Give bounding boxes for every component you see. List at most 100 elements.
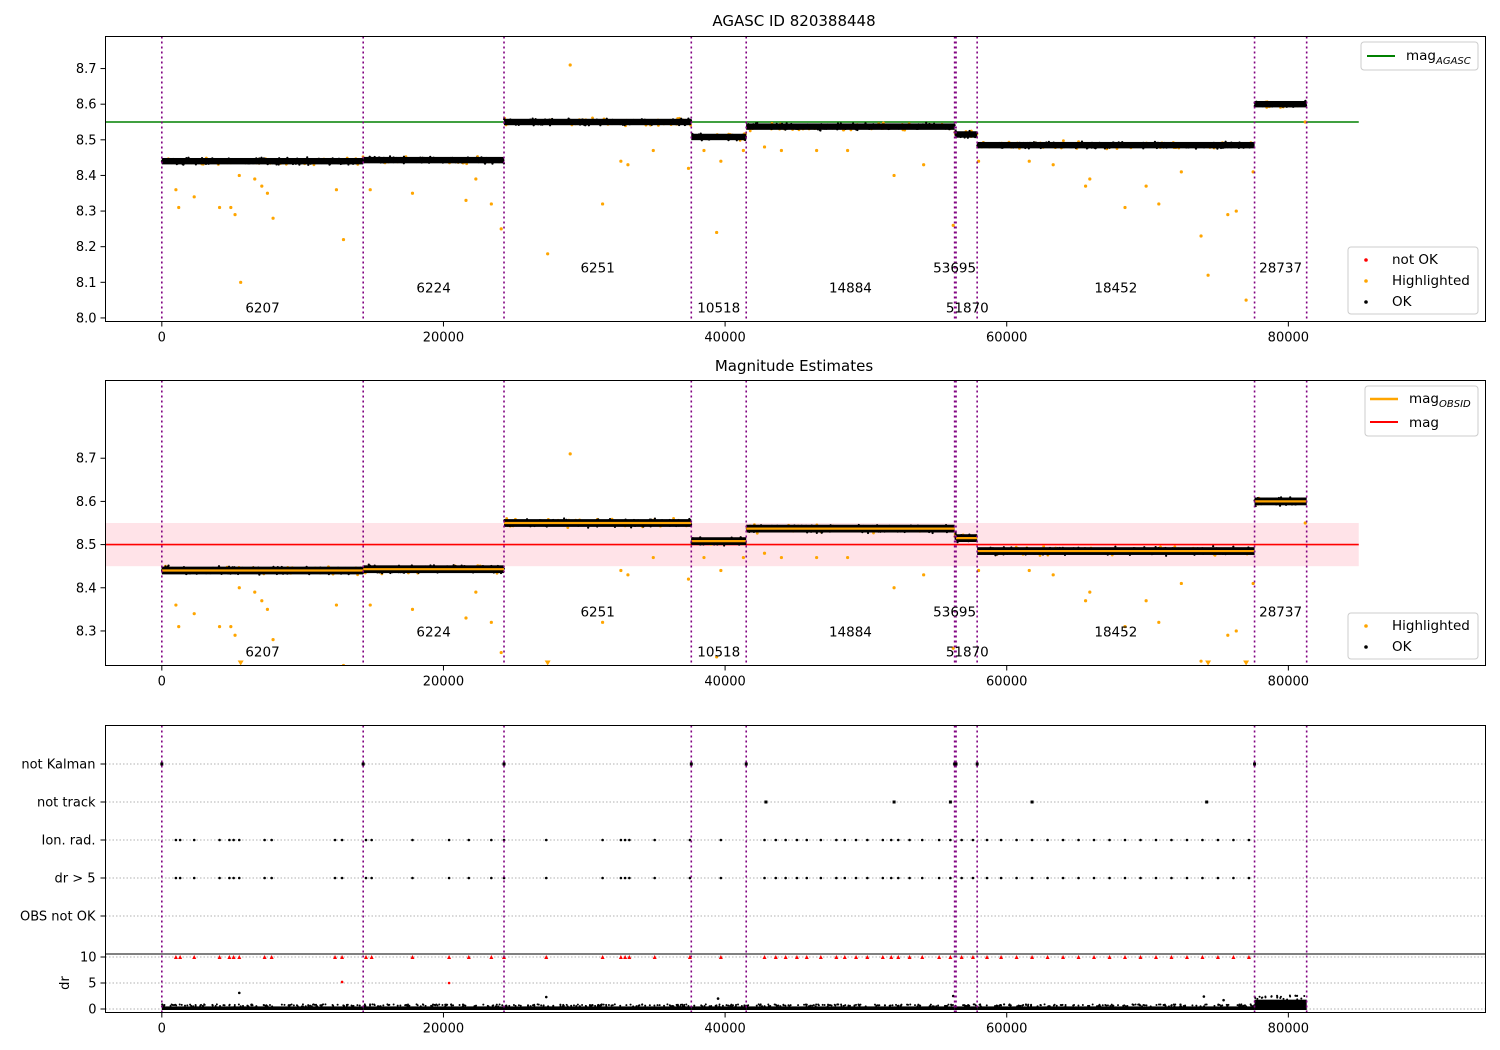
ok-point [761,126,764,130]
ok-point [903,530,906,534]
ok-point [599,120,603,123]
ok-point [1224,553,1227,556]
ok-point [973,131,976,134]
ok-point [417,571,420,574]
ok-point [561,119,564,122]
highlighted-point [762,551,767,555]
ok-point [272,565,275,568]
highlighted-point [951,223,955,227]
ok-point [417,158,420,161]
ok-point [817,529,820,532]
ok-point [1114,545,1117,548]
ok-point [538,119,542,122]
ok-point [441,161,444,164]
ok-point [871,524,874,528]
highlighted-point [368,603,372,607]
ok-point [790,529,793,532]
magnitude-panel: Magnitude Estimates 62076224625110518148… [76,357,1486,690]
ok-point [1224,140,1227,143]
ok-point [234,572,237,575]
highlighted-point [499,650,503,655]
ok-point [1188,143,1192,146]
ok-point [1063,553,1067,557]
ok-point [1037,143,1040,146]
ok-point [913,124,916,127]
highlighted-point [239,280,243,284]
ok-point [1153,551,1156,555]
ok-point [907,529,910,532]
highlighted-point [489,202,493,206]
ok-point [307,160,310,164]
ok-point [741,136,744,140]
highlighted-point [715,230,719,235]
ok-point [1109,143,1112,146]
ok-point [804,123,807,126]
ok-point [327,160,330,163]
ion-rad-point [999,838,1003,842]
ion-rad-point [937,838,941,842]
highlighted-legend-label: Highlighted [1392,618,1470,634]
ok-point [385,570,388,573]
ok-point [699,536,702,539]
ok-point [650,520,653,523]
agasc-panel-frame [105,36,1486,322]
ok-point [516,120,519,123]
y-tick-label: 8.6 [76,495,97,510]
ok-point [1281,105,1285,108]
ok-point [348,161,351,165]
ok-point [839,127,842,130]
highlighted-point [1051,163,1055,167]
ok-point [714,542,718,545]
ok-point [557,119,561,123]
highlighted-point [619,159,623,163]
plot-area [105,36,1359,322]
highlighted-point [1027,568,1031,573]
ok-point [1046,551,1049,554]
ok-point [480,160,484,163]
ok-point [757,124,761,127]
ok-point [1165,146,1168,149]
ok-point [719,136,722,139]
ok-point [1187,146,1190,149]
ok-point [1287,102,1290,105]
highlighted-point [846,555,850,560]
ok-point [195,572,198,575]
ok-point [753,126,756,130]
ok-point [1274,497,1278,500]
ok-point [1002,143,1005,146]
highlighted-point [702,555,706,560]
ok-point [740,541,744,545]
ok-point [541,519,544,523]
ok-point [1294,503,1297,506]
ok-point [446,565,449,568]
ok-point [835,124,838,128]
ok-point [691,537,694,540]
ok-point [1302,101,1305,105]
ok-point [805,125,808,128]
ion-rad-point [1046,838,1049,842]
highlighted-point [748,129,752,133]
ok-point [532,124,535,127]
ok-point [863,127,866,130]
highlighted-point [271,216,275,220]
ok-point [619,122,622,126]
ok-point [460,159,463,162]
ok-point [899,125,903,129]
ok-point [397,564,401,567]
ok-point [357,567,360,570]
ok-point [989,546,992,549]
ion-rad-point [908,838,911,842]
ok-point [167,571,170,574]
ok-point [519,119,523,122]
ok-point [307,159,310,162]
ok-point [812,125,815,128]
ok-point [1016,144,1020,147]
ok-point [838,124,842,127]
ok-point [1024,146,1027,150]
ok-point [700,136,703,139]
ok-point [265,571,268,574]
ok-point [1012,142,1015,145]
ok-point [945,531,949,534]
ok-point [753,124,756,128]
magnitude-panel-frame [105,380,1486,666]
